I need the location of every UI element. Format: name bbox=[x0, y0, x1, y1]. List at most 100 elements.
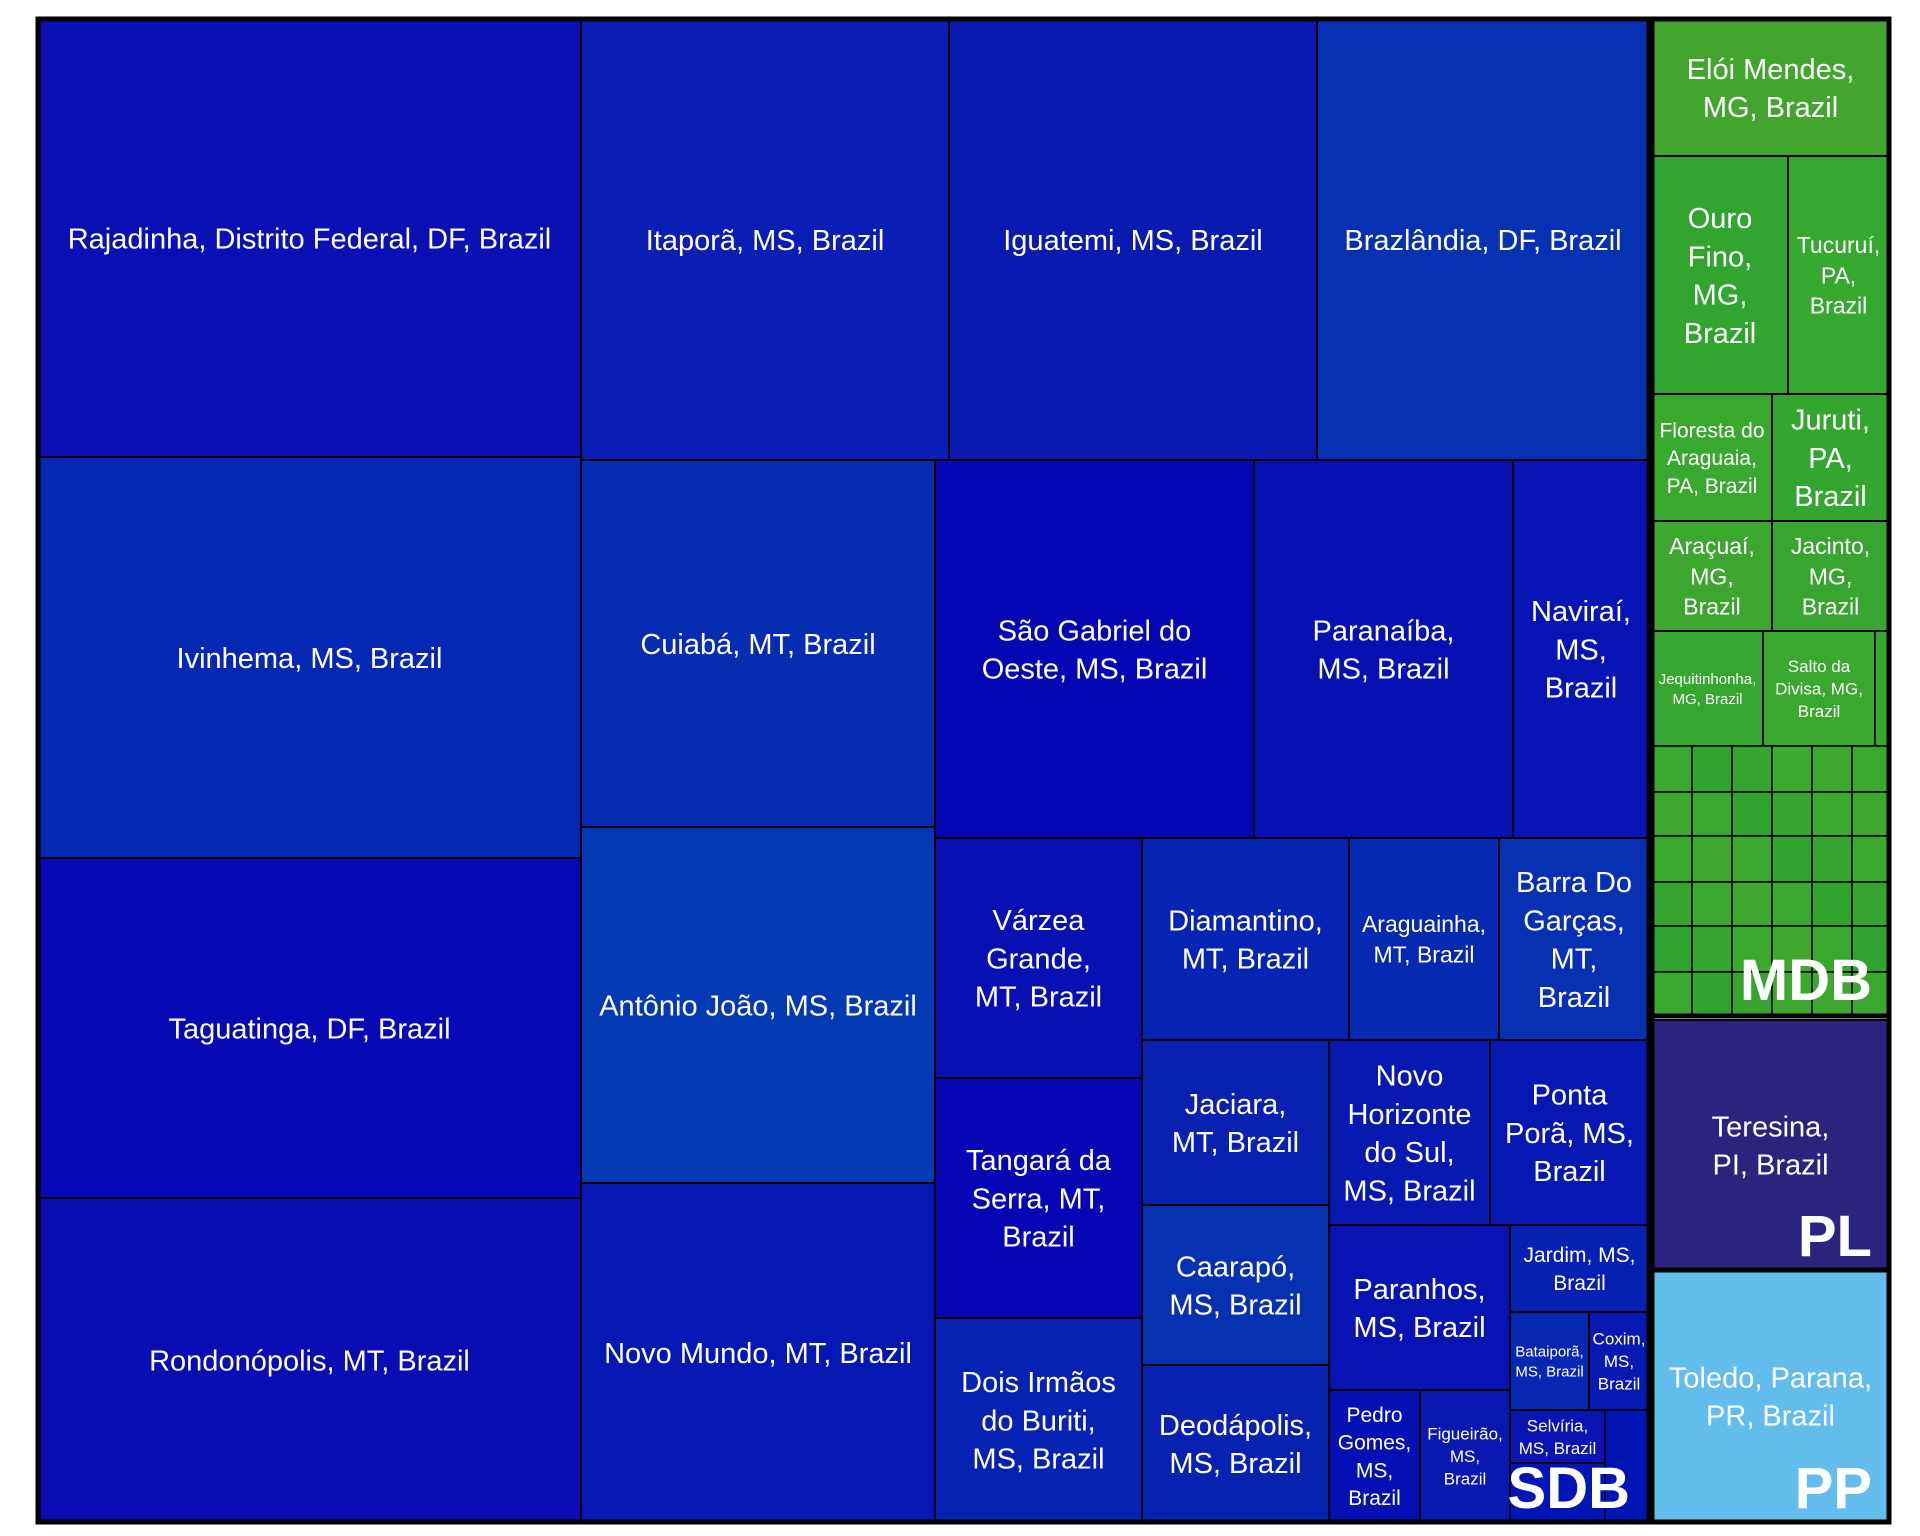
cell-tucurui-pa-brazil-label: Tucuruí, bbox=[1797, 232, 1881, 258]
cell-eloi-mendes-mg-brazil-label: Elói Mendes, bbox=[1687, 54, 1855, 86]
cell-tucurui-pa-brazil-label: Brazil bbox=[1810, 293, 1868, 319]
cell-pedro-gomes-ms-brazil bbox=[1328, 1389, 1421, 1523]
treemap-unlabeled-cell bbox=[1811, 835, 1853, 883]
cell-floresta-do-araguaia-pa-brazil-label: PA, Brazil bbox=[1667, 475, 1758, 498]
cell-paranaiba-ms-brazil-label: MS, Brazil bbox=[1317, 654, 1449, 686]
cell-jaciara-mt-brazil-label: Jaciara, bbox=[1185, 1089, 1287, 1121]
cell-ouro-fino-mg-brazil-label: MG, bbox=[1693, 280, 1748, 312]
cell-coxim-ms-brazil-label: Brazil bbox=[1598, 1375, 1641, 1394]
cell-dois-irmaos-do-buriti-ms-brazil-label: MS, Brazil bbox=[972, 1444, 1104, 1476]
cell-iguatemi-ms-brazil-label: Iguatemi, MS, Brazil bbox=[1003, 225, 1262, 257]
cell-iguatemi-ms-brazil bbox=[948, 18, 1318, 461]
treemap-unlabeled-cell bbox=[1851, 881, 1890, 927]
cell-sao-gabriel-do-oeste-ms-brazil bbox=[934, 459, 1255, 839]
treemap-unlabeled-cell bbox=[1651, 971, 1693, 1017]
cell-araguainha-mt-brazil bbox=[1348, 837, 1500, 1041]
cell-dois-irmaos-do-buriti-ms-brazil-label: Dois Irmãos bbox=[961, 1367, 1116, 1399]
cell-cuiaba-mt-brazil bbox=[580, 459, 936, 828]
treemap-unlabeled-cell bbox=[1691, 925, 1733, 973]
cell-jequitinhonha-mg-brazil-label: Jequitinhonha, bbox=[1659, 671, 1757, 688]
cell-rondonopolis-mt-brazil bbox=[37, 1197, 582, 1523]
cell-itapora-ms-brazil-label: Itaporã, MS, Brazil bbox=[646, 225, 885, 257]
cell-novo-horizonte-do-sul-ms-brazil-label: Novo bbox=[1376, 1061, 1444, 1093]
cell-dois-irmaos-do-buriti-ms-brazil bbox=[934, 1317, 1143, 1523]
cell-tucurui-pa-brazil bbox=[1787, 155, 1890, 395]
treemap-unlabeled-cell bbox=[1811, 745, 1853, 793]
treemap-cells: Rajadinha, Distrito Federal, DF, Brazil I… bbox=[37, 18, 1890, 1523]
cell-antonio-joao-ms-brazil bbox=[580, 826, 936, 1184]
cell-ponta-pora-ms-brazil-label: Porã, MS, bbox=[1505, 1118, 1634, 1150]
treemap-unlabeled-cell bbox=[1731, 791, 1773, 837]
treemap-unlabeled-cell bbox=[1651, 835, 1693, 883]
treemap-unlabeled-cell bbox=[1651, 791, 1693, 837]
cell-pedro-gomes-ms-brazil-label: Gomes, bbox=[1338, 1432, 1412, 1455]
treemap-unlabeled-cell bbox=[1771, 881, 1813, 927]
cell-navirai-ms-brazil-label: MS, bbox=[1555, 634, 1607, 666]
cell-tangara-da-serra-mt-brazil-label: Serra, MT, bbox=[972, 1183, 1106, 1215]
group-label-pp: PP bbox=[1795, 1456, 1872, 1521]
cell-jaciara-mt-brazil-label: MT, Brazil bbox=[1172, 1127, 1299, 1159]
cell-barra-do-garcas-mt-brazil-label: Brazil bbox=[1538, 982, 1611, 1014]
cell-navirai-ms-brazil-label: Naviraí, bbox=[1531, 596, 1631, 628]
cell-jaciara-mt-brazil bbox=[1141, 1039, 1330, 1206]
cell-paranhos-ms-brazil-label: MS, Brazil bbox=[1353, 1312, 1485, 1344]
cell-varzea-grande-mt-brazil-label: Grande, bbox=[986, 943, 1091, 975]
cell-aracuai-mg-brazil-label: Araçuaí, bbox=[1669, 533, 1755, 559]
cell-dois-irmaos-do-buriti-ms-brazil-label: do Buriti, bbox=[981, 1405, 1095, 1437]
cell-rajadinha-distrito-federal-df-brazil bbox=[37, 18, 582, 458]
treemap-unlabeled-cell bbox=[1851, 791, 1890, 837]
cell-deodapolis-ms-brazil-label: MS, Brazil bbox=[1169, 1448, 1301, 1480]
cell-jardim-ms-brazil bbox=[1509, 1224, 1650, 1313]
cell-jacinto-mg-brazil-label: Brazil bbox=[1802, 594, 1860, 620]
cell-selviria-ms-brazil-label: Selvíria, bbox=[1527, 1416, 1588, 1435]
cell-floresta-do-araguaia-pa-brazil-label: Floresta do bbox=[1659, 419, 1764, 442]
cell-caarapo-ms-brazil-label: Caarapó, bbox=[1176, 1251, 1295, 1283]
treemap-unlabeled-cell bbox=[1731, 881, 1773, 927]
treemap-unlabeled-cell bbox=[1771, 835, 1813, 883]
cell-novo-horizonte-do-sul-ms-brazil-label: do Sul, bbox=[1364, 1137, 1454, 1169]
treemap-unlabeled-cell bbox=[1691, 971, 1733, 1017]
cell-aracuai-mg-brazil-label: Brazil bbox=[1683, 594, 1741, 620]
cell-figueirao-ms-brazil-label: MS, bbox=[1450, 1447, 1480, 1466]
treemap-unlabeled-cell bbox=[1851, 745, 1890, 793]
treemap-unlabeled-cell bbox=[1771, 791, 1813, 837]
cell-aracuai-mg-brazil-label: MG, bbox=[1690, 563, 1733, 589]
group-label-mdb: MDB bbox=[1740, 948, 1872, 1013]
group-label-sdb: SDB bbox=[1508, 1456, 1630, 1521]
cell-jequitinhonha-mg-brazil bbox=[1651, 630, 1764, 747]
cell-figueirao-ms-brazil-label: Brazil bbox=[1444, 1470, 1487, 1489]
cell-toledo-parana-pr-brazil-label: PR, Brazil bbox=[1706, 1401, 1835, 1433]
cell-selviria-ms-brazil-label: MS, Brazil bbox=[1519, 1439, 1596, 1458]
cell-figueirao-ms-brazil-label: Figueirão, bbox=[1427, 1425, 1503, 1444]
treemap-unlabeled-cell bbox=[1651, 925, 1693, 973]
cell-jardim-ms-brazil-label: Jardim, MS, bbox=[1523, 1244, 1635, 1267]
treemap-unlabeled-cell bbox=[1731, 925, 1773, 973]
cell-ponta-pora-ms-brazil-label: Brazil bbox=[1533, 1156, 1606, 1188]
cell-juruti-pa-brazil-label: PA, bbox=[1808, 443, 1853, 475]
cell-taguatinga-df-brazil bbox=[37, 857, 582, 1199]
cell-jacinto-mg-brazil-label: MG, bbox=[1809, 563, 1852, 589]
cell-barra-do-garcas-mt-brazil-label: MT, bbox=[1551, 944, 1598, 976]
cell-brazlandia-df-brazil-label: Brazlândia, DF, Brazil bbox=[1344, 225, 1621, 257]
cell-caarapo-ms-brazil bbox=[1141, 1204, 1330, 1366]
cell-teresina-pi-brazil-label: Teresina, bbox=[1712, 1111, 1830, 1143]
cell-eloi-mendes-mg-brazil bbox=[1651, 18, 1890, 157]
cell-ouro-fino-mg-brazil-label: Brazil bbox=[1684, 318, 1757, 350]
treemap-unlabeled-cell bbox=[1811, 881, 1853, 927]
cell-selviria-ms-brazil bbox=[1509, 1409, 1606, 1464]
chart-frame bbox=[35, 16, 1892, 1525]
cell-eloi-mendes-mg-brazil-label: MG, Brazil bbox=[1703, 92, 1838, 124]
cell-toledo-parana-pr-brazil-label: Toledo, Parana, bbox=[1669, 1362, 1872, 1394]
cell-juruti-pa-brazil bbox=[1771, 393, 1890, 522]
cell-cuiaba-mt-brazil-label: Cuiabá, MT, Brazil bbox=[640, 629, 875, 661]
cell-ponta-pora-ms-brazil-label: Ponta bbox=[1532, 1080, 1609, 1112]
cell-ouro-fino-mg-brazil-label: Ouro bbox=[1688, 203, 1752, 235]
cell-rondonopolis-mt-brazil-label: Rondonópolis, MT, Brazil bbox=[149, 1345, 470, 1377]
treemap-unlabeled-cell bbox=[1731, 835, 1773, 883]
cell-coxim-ms-brazil-label: Coxim, bbox=[1593, 1330, 1646, 1349]
cell-bataipora-ms-brazil bbox=[1509, 1311, 1590, 1411]
treemap-unlabeled-cell bbox=[1651, 745, 1693, 793]
cell-jequitinhonha-mg-brazil-label: MG, Brazil bbox=[1672, 691, 1742, 708]
cell-paranaiba-ms-brazil bbox=[1253, 459, 1514, 839]
